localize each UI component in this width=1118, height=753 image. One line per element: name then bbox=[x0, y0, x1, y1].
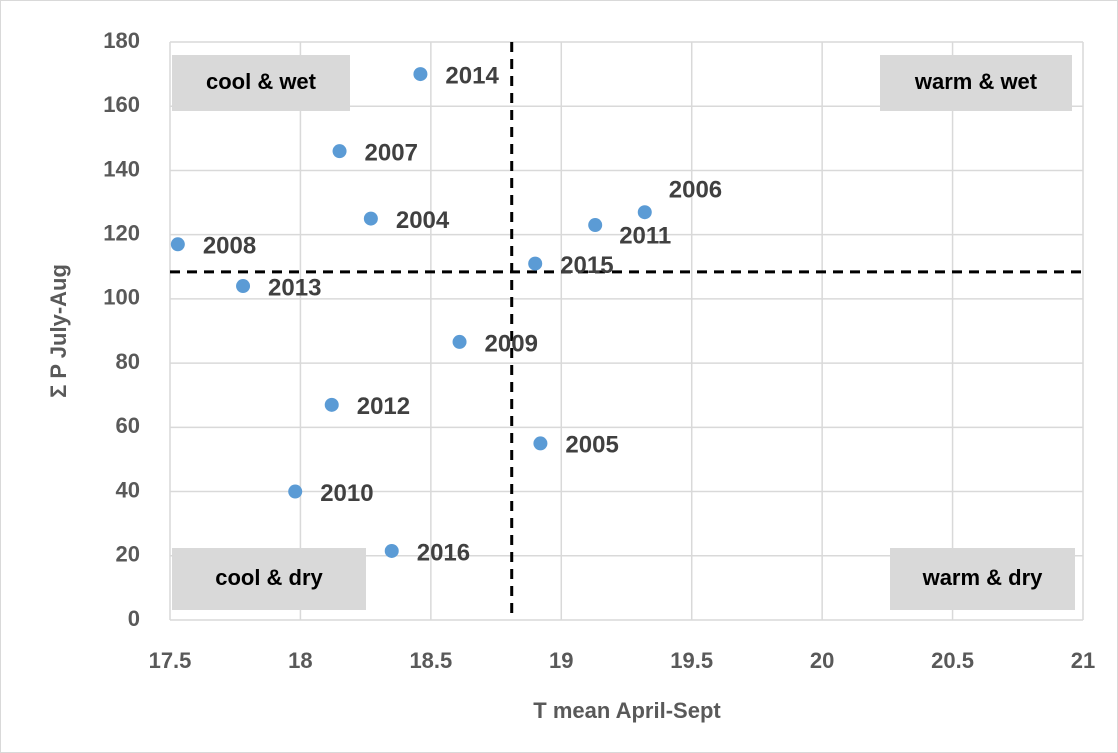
x-tick-label: 18 bbox=[288, 648, 312, 673]
quadrant-box bbox=[172, 548, 366, 610]
point bbox=[236, 279, 251, 294]
x-tick-label: 19.5 bbox=[670, 648, 713, 673]
point-label: 2005 bbox=[565, 432, 618, 459]
point-label: 2010 bbox=[320, 480, 373, 507]
point bbox=[637, 205, 652, 220]
quadrant-box bbox=[172, 55, 350, 111]
quadrant-label: cool & dry bbox=[215, 565, 323, 590]
y-axis-title: Σ P July-Aug bbox=[46, 264, 71, 398]
point-label: 2007 bbox=[365, 140, 418, 167]
point bbox=[332, 144, 347, 159]
point bbox=[588, 218, 603, 233]
x-axis-title: T mean April-Sept bbox=[533, 698, 721, 723]
point bbox=[363, 211, 378, 226]
x-tick-label: 18.5 bbox=[409, 648, 452, 673]
quadrant-label: warm & dry bbox=[922, 565, 1044, 590]
x-tick-label: 17.5 bbox=[149, 648, 192, 673]
point bbox=[384, 543, 399, 558]
x-tick-label: 19 bbox=[549, 648, 573, 673]
y-tick-label: 120 bbox=[103, 220, 140, 245]
quadrant-box bbox=[880, 55, 1072, 111]
point-label: 2012 bbox=[357, 393, 410, 420]
point bbox=[528, 256, 543, 271]
y-tick-label: 60 bbox=[116, 413, 140, 438]
point-label: 2004 bbox=[396, 207, 450, 234]
point-label: 2006 bbox=[669, 177, 722, 204]
point-label: 2009 bbox=[485, 330, 538, 357]
y-tick-label: 80 bbox=[116, 349, 140, 374]
quadrant-label: warm & wet bbox=[914, 69, 1038, 94]
quadrant-label: cool & wet bbox=[206, 69, 317, 94]
point bbox=[288, 484, 303, 499]
point-label: 2014 bbox=[445, 62, 499, 89]
point-label: 2015 bbox=[560, 252, 613, 279]
x-tick-label: 21 bbox=[1071, 648, 1095, 673]
quadrant-box bbox=[890, 548, 1075, 610]
x-tick-label: 20.5 bbox=[931, 648, 974, 673]
y-tick-label: 40 bbox=[116, 477, 140, 502]
point bbox=[452, 334, 467, 349]
point-label: 2016 bbox=[417, 539, 470, 566]
y-tick-label: 0 bbox=[128, 606, 140, 631]
point-label: 2013 bbox=[268, 274, 321, 301]
point bbox=[413, 67, 428, 82]
point bbox=[170, 237, 185, 252]
point-label: 2011 bbox=[619, 222, 671, 249]
point bbox=[324, 397, 339, 412]
point bbox=[533, 436, 548, 451]
y-tick-label: 20 bbox=[116, 542, 140, 567]
y-tick-label: 100 bbox=[103, 285, 140, 310]
x-tick-label: 20 bbox=[810, 648, 834, 673]
y-tick-label: 180 bbox=[103, 28, 140, 53]
y-tick-label: 160 bbox=[103, 92, 140, 117]
point-label: 2008 bbox=[203, 233, 256, 260]
y-tick-label: 140 bbox=[103, 156, 140, 181]
